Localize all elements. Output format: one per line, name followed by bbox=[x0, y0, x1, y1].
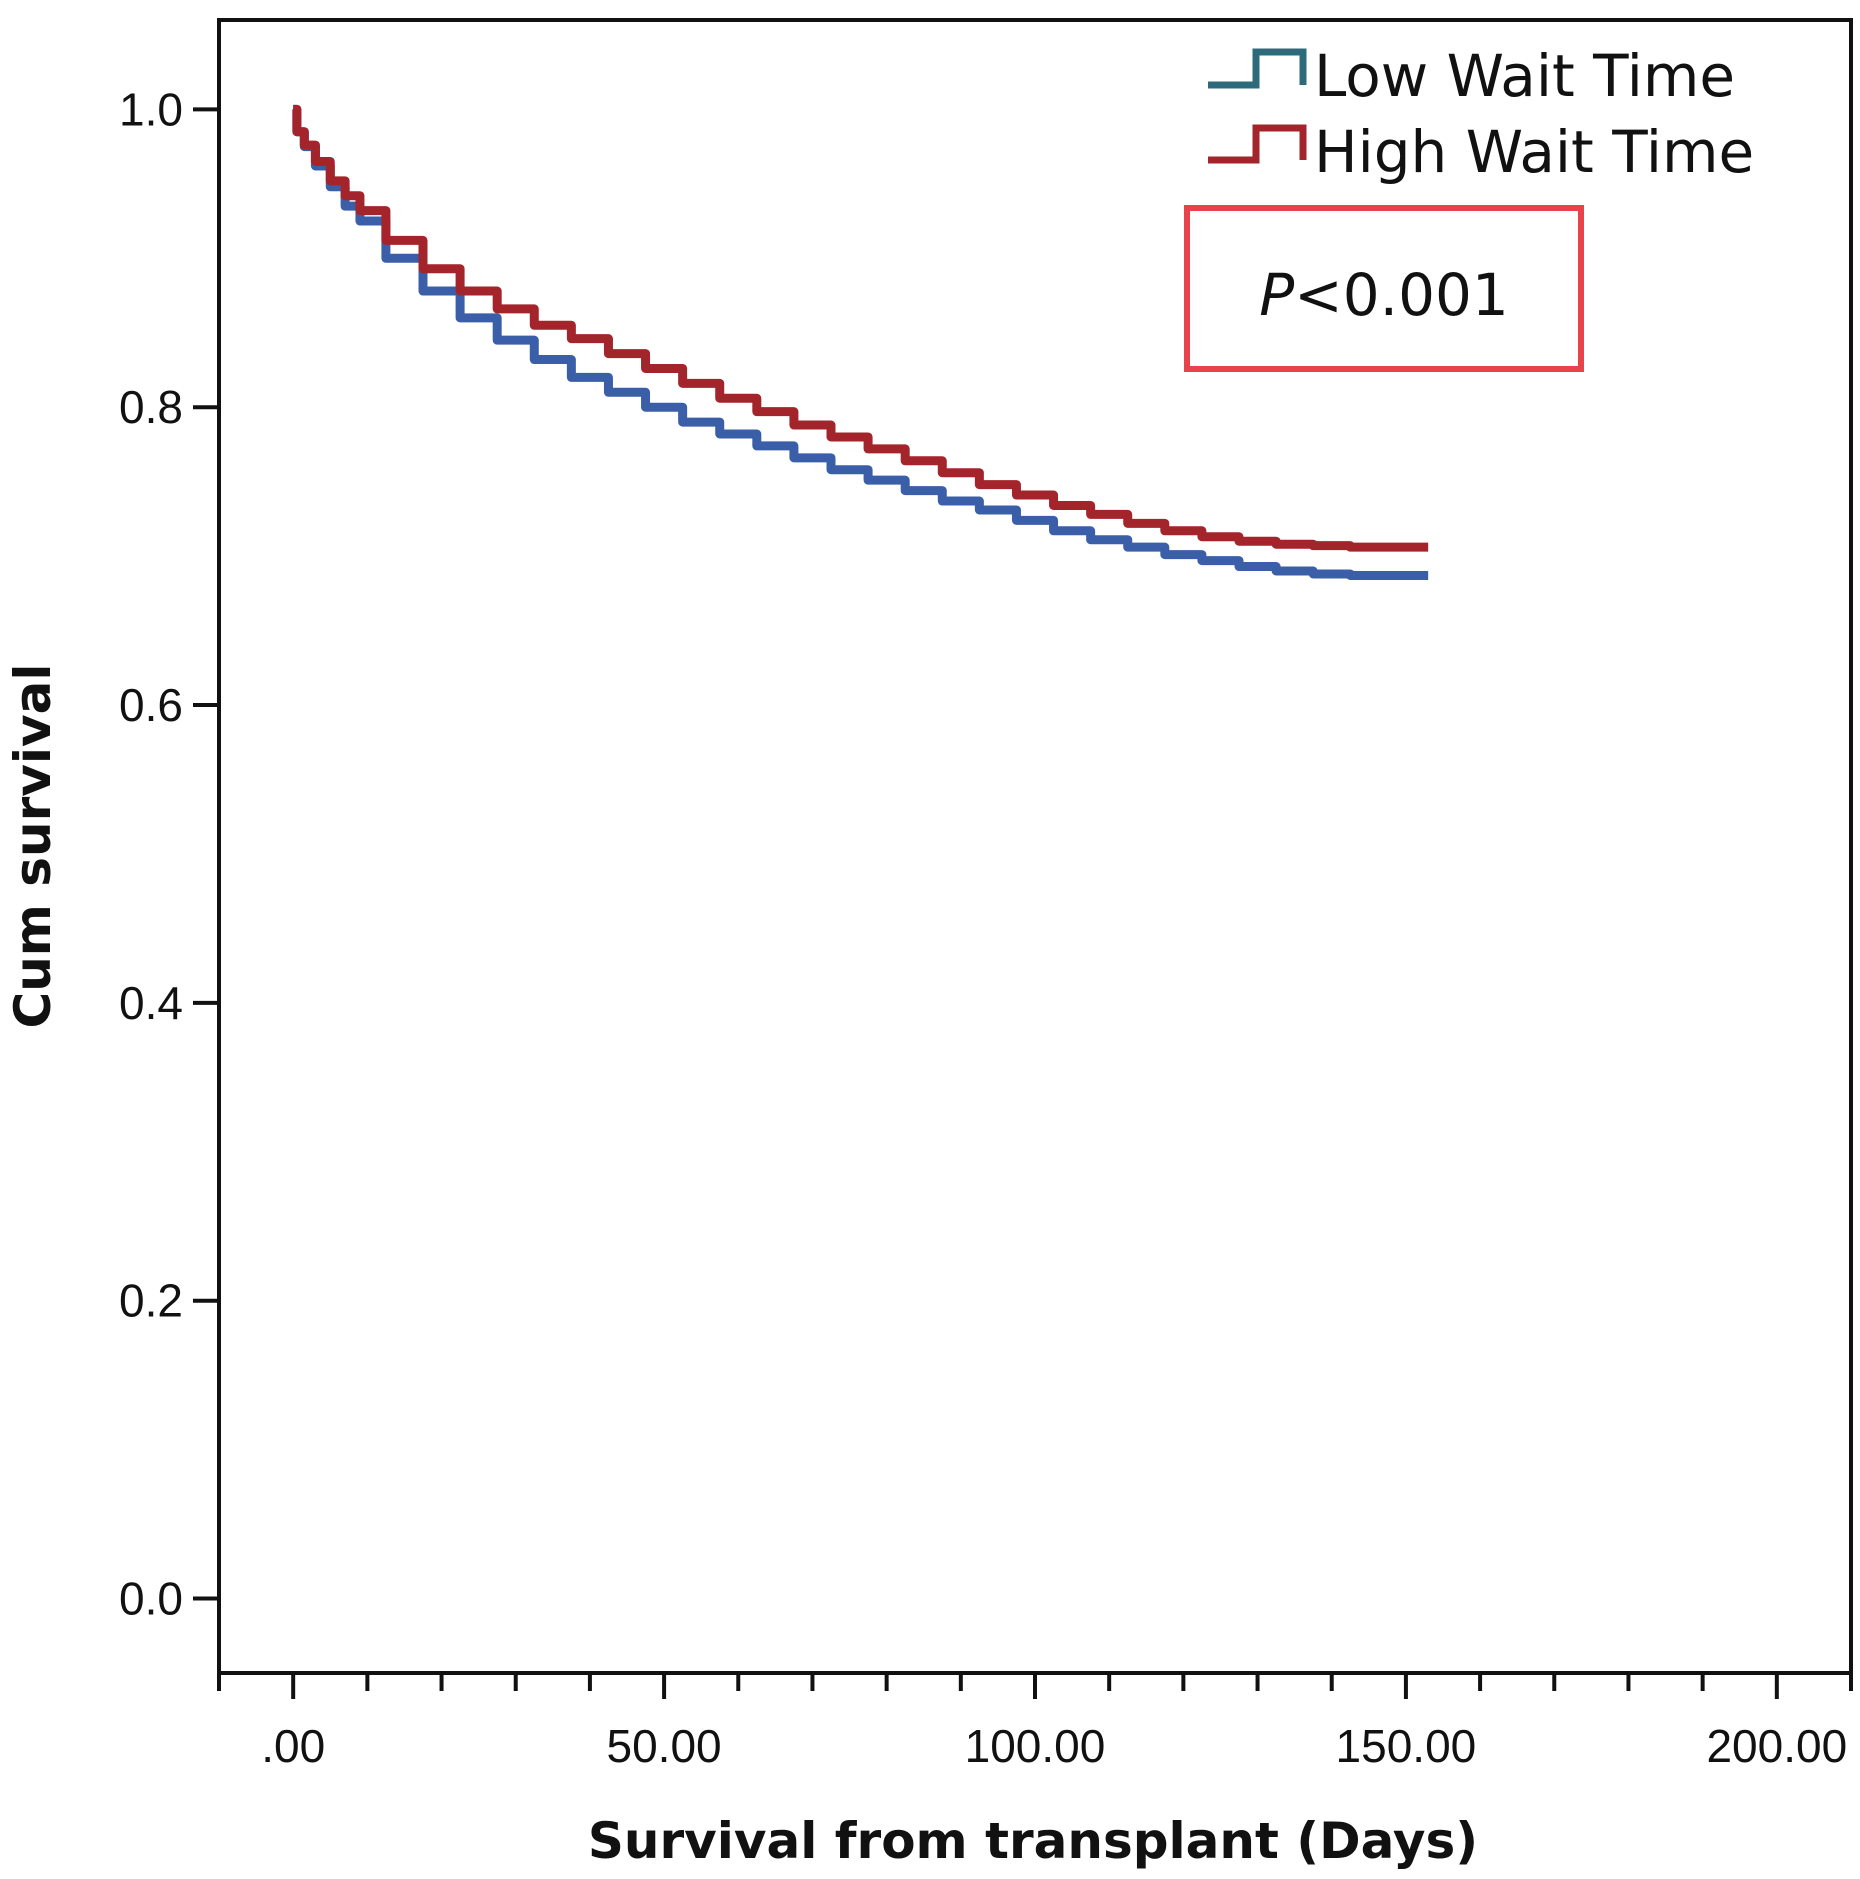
y-tick-label-1: 0.2 bbox=[119, 1275, 183, 1327]
legend-swatch-low-wait-time bbox=[1208, 48, 1307, 89]
series-line-low-wait-time bbox=[292, 104, 1429, 580]
x-tick-label-4: 200.00 bbox=[1706, 1720, 1847, 1772]
y-axis-title: Cum survival bbox=[4, 663, 62, 1028]
y-tick-label-0: 0.0 bbox=[119, 1573, 183, 1625]
legend-label-high-wait-time: High Wait Time bbox=[1314, 118, 1754, 186]
legend: Low Wait Time High Wait Time bbox=[1208, 42, 1754, 186]
y-tick-label-4: 0.8 bbox=[119, 381, 183, 433]
x-tick-label-2: 100.00 bbox=[965, 1720, 1106, 1772]
p-value-number: <0.001 bbox=[1294, 261, 1509, 329]
y-tick-label-3: 0.6 bbox=[119, 679, 183, 731]
x-tick-label-3: 150.00 bbox=[1336, 1720, 1477, 1772]
x-tick-label-1: 50.00 bbox=[607, 1720, 722, 1772]
x-axis-title: Survival from transplant (Days) bbox=[588, 1812, 1478, 1870]
p-value-annotation: P<0.001 bbox=[1184, 205, 1584, 372]
legend-label-low-wait-time: Low Wait Time bbox=[1314, 42, 1735, 110]
p-value-box bbox=[1184, 205, 1584, 372]
x-axis: .00 50.00 100.00 150.00 200.00 bbox=[217, 1673, 1853, 1772]
series-layer bbox=[292, 104, 1429, 580]
x-tick-label-0: .00 bbox=[261, 1720, 325, 1772]
series-line-high-wait-time bbox=[292, 104, 1429, 552]
y-tick-label-5: 1.0 bbox=[119, 83, 183, 135]
y-axis: 0.0 0.2 0.4 0.6 0.8 1.0 bbox=[119, 83, 219, 1625]
p-value-text: P<0.001 bbox=[1259, 261, 1509, 329]
y-tick-label-2: 0.4 bbox=[119, 977, 183, 1029]
legend-swatch-high-wait-time bbox=[1208, 124, 1307, 164]
p-value-letter: P bbox=[1259, 261, 1294, 329]
